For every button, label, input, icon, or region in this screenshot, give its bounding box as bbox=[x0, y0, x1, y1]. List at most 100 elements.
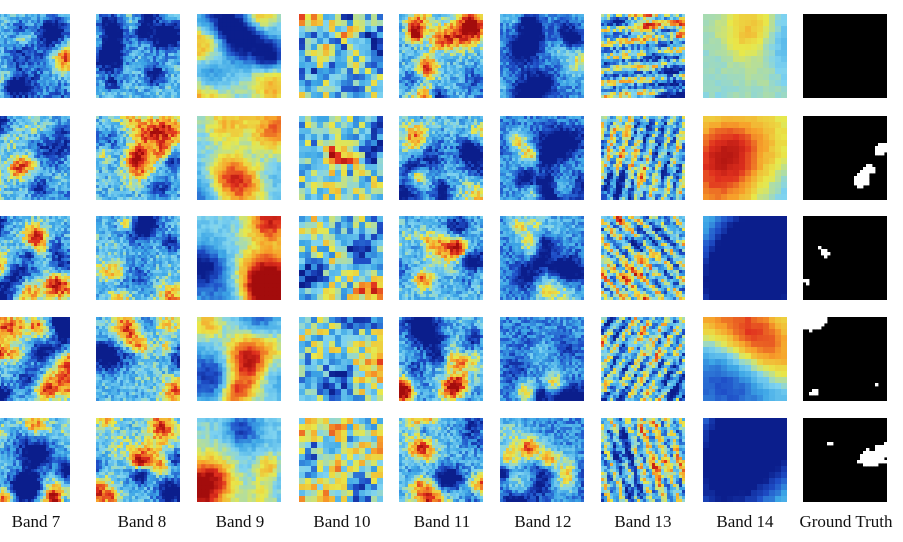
column-label: Band 10 bbox=[287, 510, 397, 534]
heatmap-image bbox=[197, 14, 281, 98]
heatmap-image bbox=[500, 216, 584, 300]
heatmap-image bbox=[500, 116, 584, 200]
band-heatmap-tile bbox=[703, 14, 787, 98]
heatmap-image bbox=[500, 14, 584, 98]
band-heatmap-tile bbox=[96, 14, 180, 98]
heatmap-image bbox=[299, 116, 383, 200]
ground-truth-mask-tile bbox=[803, 14, 887, 98]
heatmap-image bbox=[399, 116, 483, 200]
band-heatmap-tile bbox=[197, 116, 281, 200]
heatmap-image bbox=[299, 216, 383, 300]
band-heatmap-tile bbox=[299, 418, 383, 502]
band-heatmap-tile bbox=[500, 216, 584, 300]
band-heatmap-tile bbox=[0, 418, 70, 502]
heatmap-image bbox=[500, 317, 584, 401]
heatmap-image bbox=[96, 418, 180, 502]
band-heatmap-tile bbox=[703, 317, 787, 401]
band-heatmap-tile bbox=[500, 116, 584, 200]
heatmap-image bbox=[601, 116, 685, 200]
mask-image bbox=[803, 418, 887, 502]
band-heatmap-tile bbox=[601, 116, 685, 200]
band-heatmap-tile bbox=[500, 418, 584, 502]
mask-image bbox=[803, 317, 887, 401]
ground-truth-mask-tile bbox=[803, 116, 887, 200]
band-heatmap-tile bbox=[703, 216, 787, 300]
band-heatmap-tile bbox=[299, 14, 383, 98]
heatmap-image bbox=[197, 317, 281, 401]
column-label: Band 7 bbox=[0, 510, 91, 534]
heatmap-image bbox=[197, 216, 281, 300]
heatmap-image bbox=[96, 14, 180, 98]
band-heatmap-tile bbox=[0, 14, 70, 98]
band-heatmap-tile bbox=[601, 216, 685, 300]
ground-truth-mask-tile bbox=[803, 216, 887, 300]
heatmap-image bbox=[197, 418, 281, 502]
column-label: Band 12 bbox=[488, 510, 598, 534]
heatmap-image bbox=[0, 216, 70, 300]
band-heatmap-tile bbox=[96, 418, 180, 502]
band-heatmap-tile bbox=[399, 216, 483, 300]
mask-image bbox=[803, 216, 887, 300]
column-label: Band 9 bbox=[185, 510, 295, 534]
band-heatmap-tile bbox=[703, 418, 787, 502]
band-heatmap-tile bbox=[197, 418, 281, 502]
heatmap-image bbox=[96, 317, 180, 401]
band-heatmap-tile bbox=[500, 14, 584, 98]
heatmap-image bbox=[601, 216, 685, 300]
column-label: Band 8 bbox=[87, 510, 197, 534]
band-heatmap-tile bbox=[399, 116, 483, 200]
heatmap-image bbox=[601, 14, 685, 98]
heatmap-image bbox=[197, 116, 281, 200]
heatmap-image bbox=[703, 317, 787, 401]
mask-image bbox=[803, 14, 887, 98]
column-label: Band 13 bbox=[588, 510, 698, 534]
heatmap-image bbox=[500, 418, 584, 502]
band-heatmap-tile bbox=[399, 317, 483, 401]
heatmap-image bbox=[96, 116, 180, 200]
band-heatmap-tile bbox=[197, 216, 281, 300]
band-heatmap-tile bbox=[96, 317, 180, 401]
band-heatmap-tile bbox=[601, 317, 685, 401]
heatmap-image bbox=[601, 418, 685, 502]
heatmap-image bbox=[96, 216, 180, 300]
band-heatmap-tile bbox=[399, 418, 483, 502]
band-heatmap-tile bbox=[703, 116, 787, 200]
column-label: Band 14 bbox=[690, 510, 800, 534]
band-heatmap-tile bbox=[299, 317, 383, 401]
mask-image bbox=[803, 116, 887, 200]
heatmap-image bbox=[299, 317, 383, 401]
band-heatmap-tile bbox=[96, 216, 180, 300]
band-heatmap-tile bbox=[0, 317, 70, 401]
band-heatmap-tile bbox=[0, 116, 70, 200]
heatmap-image bbox=[703, 216, 787, 300]
heatmap-image bbox=[703, 14, 787, 98]
heatmap-image bbox=[0, 418, 70, 502]
heatmap-image bbox=[299, 14, 383, 98]
band-heatmap-tile bbox=[399, 14, 483, 98]
heatmap-image bbox=[399, 317, 483, 401]
heatmap-image bbox=[0, 14, 70, 98]
column-label: Ground Truth bbox=[791, 510, 901, 534]
heatmap-image bbox=[299, 418, 383, 502]
heatmap-image bbox=[399, 14, 483, 98]
ground-truth-mask-tile bbox=[803, 317, 887, 401]
heatmap-image bbox=[0, 116, 70, 200]
band-heatmap-tile bbox=[0, 216, 70, 300]
band-heatmap-tile bbox=[601, 14, 685, 98]
column-label: Band 11 bbox=[387, 510, 497, 534]
heatmap-image bbox=[703, 116, 787, 200]
heatmap-image bbox=[601, 317, 685, 401]
heatmap-image bbox=[703, 418, 787, 502]
band-heatmap-tile bbox=[197, 317, 281, 401]
band-heatmap-tile bbox=[601, 418, 685, 502]
ground-truth-mask-tile bbox=[803, 418, 887, 502]
band-heatmap-tile bbox=[299, 216, 383, 300]
band-heatmap-tile bbox=[96, 116, 180, 200]
band-heatmap-tile bbox=[299, 116, 383, 200]
heatmap-image bbox=[399, 418, 483, 502]
heatmap-image bbox=[0, 317, 70, 401]
band-heatmap-tile bbox=[500, 317, 584, 401]
heatmap-image bbox=[399, 216, 483, 300]
band-heatmap-tile bbox=[197, 14, 281, 98]
